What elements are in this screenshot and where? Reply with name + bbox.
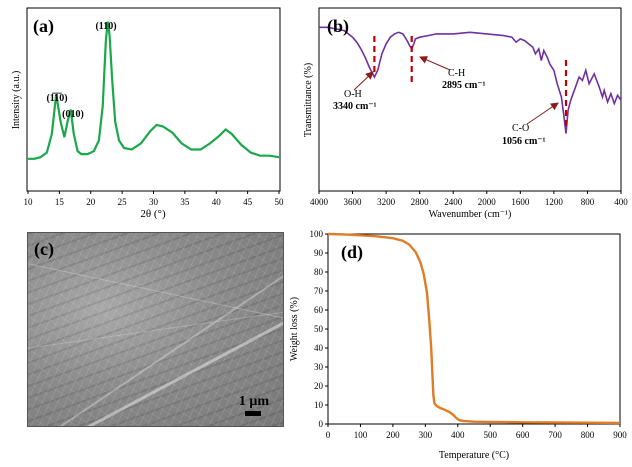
peak-label-1-10: (1̅1̅0) xyxy=(46,93,67,104)
sem-fiber xyxy=(28,304,283,353)
panel-d-ytick-label: 30 xyxy=(314,362,324,372)
panel-d-xtick-label: 600 xyxy=(516,430,530,440)
ch-label: C-H xyxy=(448,68,465,79)
ch-value: 2895 cm⁻¹ xyxy=(442,80,486,91)
panel-b-xtick-label: 2000 xyxy=(478,197,497,207)
panel-d-ytick-label: 90 xyxy=(314,248,324,258)
panel-a-xlabel: 2θ (°) xyxy=(140,208,166,220)
panel-a-xtick-label: 45 xyxy=(243,197,253,207)
panel-b-xtick-label: 400 xyxy=(614,197,628,207)
panel-b-series-line xyxy=(319,26,622,134)
co-label: C-O xyxy=(512,123,529,134)
panel-a-xtick-label: 20 xyxy=(86,197,96,207)
panel-d-xtick-label: 200 xyxy=(386,430,400,440)
panel-d-xtick-label: 400 xyxy=(451,430,465,440)
panel-d-ytick-label: 60 xyxy=(314,305,324,315)
panel-d-tga: 0 100 200 300 400 500 600 700 800 900 0 10 20 30 40 50 6… xyxy=(289,229,627,461)
panel-b-xlabel: Wavenumber (cm⁻¹) xyxy=(429,209,512,220)
panel-b-xtick-label: 1600 xyxy=(511,197,530,207)
panel-a-xtick-label: 10 xyxy=(24,197,34,207)
oh-label: O-H xyxy=(344,89,362,100)
oh-arrow xyxy=(353,71,374,91)
sem-image: (c) 1 μm xyxy=(27,232,284,427)
panel-d-xtick-label: 0 xyxy=(326,430,331,440)
panel-b-xtick-label: 2800 xyxy=(411,197,430,207)
panel-d-xtick-label: 700 xyxy=(548,430,562,440)
peak-label-010: (010) xyxy=(62,109,84,120)
peak-label-110: (110) xyxy=(95,21,116,32)
panel-d-ytick-label: 40 xyxy=(314,343,324,353)
panel-d-frame xyxy=(327,233,621,425)
panel-d-ytick-label: 10 xyxy=(314,400,324,410)
panel-b-xtick-label: 800 xyxy=(581,197,595,207)
oh-value: 3340 cm⁻¹ xyxy=(333,101,377,112)
panel-a-label: (a) xyxy=(33,16,54,37)
panel-b-xtick-label: 4000 xyxy=(310,197,329,207)
co-arrow xyxy=(526,102,559,125)
panel-a-xtick-label: 40 xyxy=(212,197,222,207)
panel-b-frame xyxy=(318,7,622,192)
panel-a-xtick-label: 25 xyxy=(118,197,128,207)
panel-a-xtick-label: 35 xyxy=(180,197,190,207)
panel-d-ytick-label: 20 xyxy=(314,381,324,391)
panel-d-ylabel: Weight loss (%) xyxy=(289,297,300,361)
panel-b-xtick-label: 1200 xyxy=(545,197,564,207)
panel-b-label: (b) xyxy=(327,16,349,37)
co-value: 1056 cm⁻¹ xyxy=(502,136,546,147)
panel-a-xtick-label: 15 xyxy=(55,197,65,207)
scale-bar xyxy=(245,411,261,416)
panel-d-xtick-label: 300 xyxy=(419,430,433,440)
sem-fiber xyxy=(28,257,283,330)
panel-a-xtick-label: 30 xyxy=(149,197,159,207)
panel-d-series-line xyxy=(327,232,621,425)
panel-a-series-line xyxy=(28,21,280,160)
scale-bar-label: 1 μm xyxy=(238,394,269,409)
panel-a-xtick-label: 50 xyxy=(275,197,285,207)
panel-b-xtick-label: 3600 xyxy=(344,197,363,207)
panel-a-xrd: 10 15 20 25 30 35 40 45 50 (a) Intensity (a.u.) … xyxy=(11,7,285,220)
panel-d-ytick-label: 0 xyxy=(319,419,324,429)
panel-a-ylabel: Intensity (a.u.) xyxy=(11,71,22,130)
panel-d-ytick-label: 80 xyxy=(314,267,324,277)
panel-b-xtick-label: 2400 xyxy=(444,197,463,207)
panel-b-xtick-label: 3200 xyxy=(377,197,396,207)
panel-c-label: (c) xyxy=(34,239,54,259)
ch-arrow xyxy=(419,56,451,71)
panel-d-ytick-label: 70 xyxy=(314,286,324,296)
panel-d-xtick-label: 800 xyxy=(581,430,595,440)
panel-d-xtick-label: 500 xyxy=(483,430,497,440)
panel-d-ytick-label: 100 xyxy=(310,229,324,239)
panel-d-label: (d) xyxy=(341,242,363,263)
panel-d-xlabel: Temperature (°C) xyxy=(439,450,509,461)
panel-b-ylabel: Transmittance (%) xyxy=(303,63,314,137)
panel-d-xtick-label: 100 xyxy=(354,430,368,440)
panel-b-ftir: 4000 3600 3200 2800 2400 2000 1600 1200 800 400 (… xyxy=(303,7,628,220)
panel-d-ytick-label: 50 xyxy=(314,324,324,334)
panel-d-xtick-label: 900 xyxy=(613,430,627,440)
